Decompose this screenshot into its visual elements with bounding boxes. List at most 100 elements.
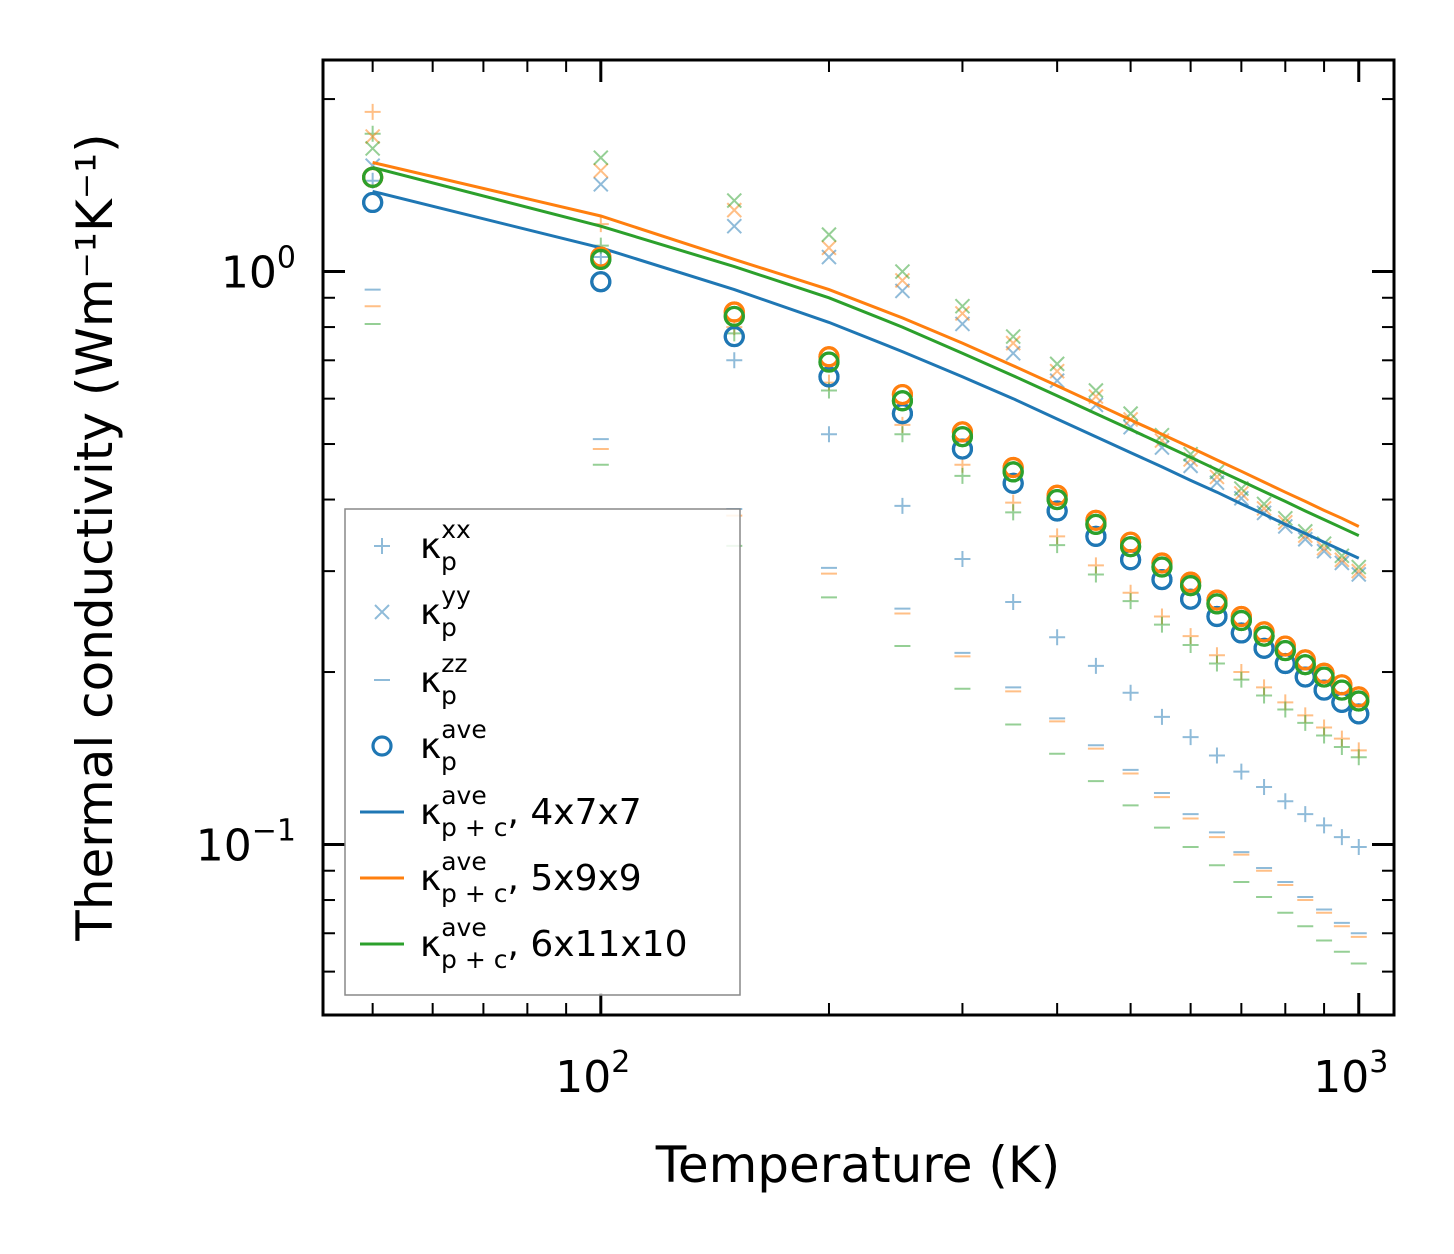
y-tick-label-exponent: −1 <box>252 814 296 849</box>
point-top-kave-6x11x10 <box>1230 609 1252 632</box>
y-tick-label: 100 <box>221 241 296 299</box>
point-top-kave-6x11x10 <box>1206 593 1228 615</box>
point-kyy-5x9x9 <box>1005 335 1021 351</box>
point-kxx-6x11x10 <box>1087 566 1104 583</box>
point-kxx-4x7x7 <box>1333 829 1350 846</box>
legend-superscript: ave <box>441 781 487 810</box>
point-kxx-6x11x10 <box>1233 671 1250 688</box>
y-tick-label-base: 10 <box>196 821 252 872</box>
legend-subscript: p <box>441 547 457 576</box>
legend-subscript: p <box>441 681 457 710</box>
point-kxx-6x11x10 <box>1277 701 1294 718</box>
point-top-kave-4x7x7 <box>1046 500 1068 522</box>
point-kxx-4x7x7 <box>1087 657 1104 674</box>
point-kxx-6x11x10 <box>364 125 381 142</box>
x-tick-label-exponent: 2 <box>611 1045 630 1080</box>
point-top-kave-4x7x7 <box>1085 525 1107 547</box>
legend-suffix: , 4x7x7 <box>507 792 641 833</box>
point-kyy-5x9x9 <box>593 162 609 179</box>
point-kxx-4x7x7 <box>1350 839 1367 856</box>
point-kyy-4x7x7 <box>1182 458 1199 474</box>
legend-superscript: yy <box>441 581 471 610</box>
point-kxx-6x11x10 <box>1153 616 1170 633</box>
point-kxx-6x11x10 <box>894 426 911 443</box>
point-kxx-4x7x7 <box>1277 793 1294 810</box>
point-kyy-6x11x10 <box>1049 356 1065 372</box>
point-kyy-4x7x7 <box>593 176 609 192</box>
point-top-kave-4x7x7 <box>362 191 384 214</box>
point-kxx-4x7x7 <box>726 352 743 369</box>
legend-label: κave p + c, 5x9x9 <box>420 847 642 908</box>
point-kxx-4x7x7 <box>1297 806 1314 823</box>
point-top-kave-6x11x10 <box>723 305 745 328</box>
point-kxx-4x7x7 <box>1005 594 1022 611</box>
point-kxx-4x7x7 <box>1122 684 1139 701</box>
y-tick-label-exponent: 0 <box>277 241 296 276</box>
y-tick-label-base: 10 <box>221 248 277 299</box>
point-kxx-6x11x10 <box>1208 655 1225 672</box>
point-top-kave-4x7x7 <box>818 366 840 388</box>
legend-suffix: , 5x9x9 <box>507 858 641 899</box>
y-tick-label: 10−1 <box>196 814 296 872</box>
point-kyy-6x11x10 <box>1088 382 1104 399</box>
x-tick-label-exponent: 3 <box>1369 1045 1388 1080</box>
plot-frame <box>321 58 1396 1017</box>
point-kxx-4x7x7 <box>1233 763 1250 780</box>
legend-subscript: p + c <box>441 879 507 908</box>
legend-entry: κave p + c, 4x7x7 <box>360 781 642 842</box>
point-kyy-6x11x10 <box>1256 496 1272 512</box>
legend-entry: κxx p <box>374 515 471 576</box>
point-top-kave-6x11x10 <box>1348 690 1370 712</box>
point-top-kave-4x7x7 <box>1206 605 1228 628</box>
series-kxx-6x11x10 <box>364 125 1367 766</box>
line-kpc-5x9x9 <box>372 161 1360 528</box>
x-tick-label: 103 <box>1313 1045 1388 1103</box>
point-top-kave-6x11x10 <box>1294 654 1316 676</box>
point-kxx-4x7x7 <box>954 550 971 567</box>
legend-symbol: κ <box>420 726 441 767</box>
point-kxx-6x11x10 <box>1316 727 1333 744</box>
point-top-kave-6x11x10 <box>1046 488 1068 511</box>
point-top-kave-6x11x10 <box>951 426 974 448</box>
point-top-kave-4x7x7 <box>723 325 745 348</box>
point-top-kave-4x7x7 <box>1002 472 1024 494</box>
legend-label: κzz p <box>420 649 467 710</box>
point-kyy-5x9x9 <box>1233 485 1250 502</box>
point-kyy-6x11x10 <box>1351 559 1367 575</box>
legend-entry: κyy p <box>374 581 471 642</box>
point-kyy-4x7x7 <box>1316 543 1332 559</box>
point-kxx-6x11x10 <box>954 467 971 484</box>
axis-ticks <box>323 60 1394 1015</box>
point-kxx-4x7x7 <box>894 497 911 514</box>
point-kyy-5x9x9 <box>954 305 971 322</box>
point-kxx-4x7x7 <box>1182 729 1199 746</box>
point-top-kave-6x11x10 <box>818 351 840 373</box>
point-kxx-6x11x10 <box>1049 537 1066 554</box>
legend-entry: κave p <box>371 715 487 776</box>
point-kyy-6x11x10 <box>894 263 911 280</box>
point-top-kave-6x11x10 <box>891 390 914 412</box>
legend-symbol: κ <box>420 526 441 567</box>
series-kxx-4x7x7 <box>364 172 1367 856</box>
legend-subscript: p + c <box>441 945 507 974</box>
point-kyy-4x7x7 <box>1351 566 1367 583</box>
legend-entry: κave p + c, 5x9x9 <box>360 847 642 908</box>
point-kxx-4x7x7 <box>820 426 837 443</box>
point-kyy-6x11x10 <box>364 140 381 157</box>
point-kxx-6x11x10 <box>1182 636 1199 653</box>
point-kxx-4x7x7 <box>1208 747 1225 764</box>
legend-symbol: κ <box>420 592 441 633</box>
point-kxx-6x11x10 <box>1333 738 1350 755</box>
point-kxx-6x11x10 <box>1122 593 1139 610</box>
point-kxx-4x7x7 <box>1256 778 1273 795</box>
point-top-kave-6x11x10 <box>1180 575 1202 597</box>
legend-symbol: κ <box>420 660 441 701</box>
point-kyy-5x9x9 <box>1351 563 1367 579</box>
legend-symbol: κ <box>420 924 441 965</box>
point-top-kave-6x11x10 <box>1313 666 1335 688</box>
x-tick-label: 102 <box>555 1045 630 1103</box>
point-kyy-4x7x7 <box>1334 555 1350 571</box>
legend-entry: κzz p <box>374 649 467 710</box>
point-kyy-4x7x7 <box>1209 475 1225 491</box>
point-kyy-5x9x9 <box>1334 552 1350 568</box>
